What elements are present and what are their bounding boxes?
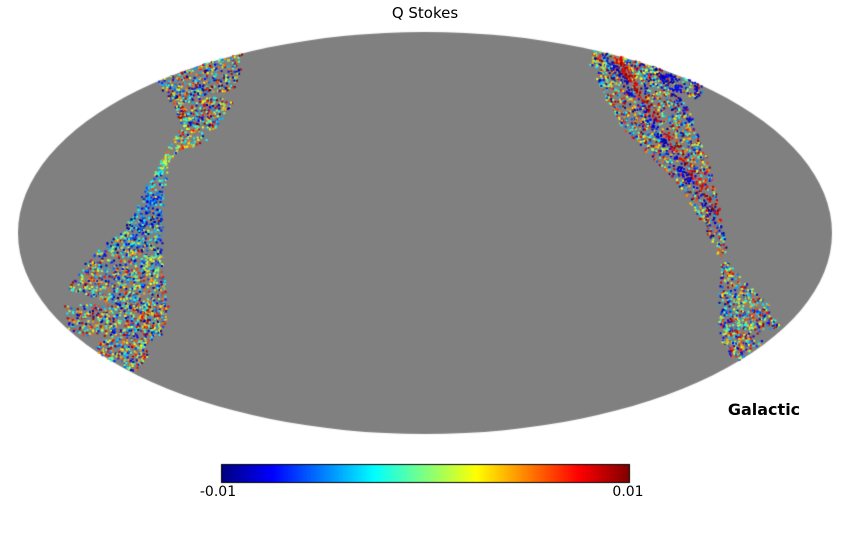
colorbar-max-label: 0.01 (612, 484, 644, 500)
colorbar-min-label: -0.01 (199, 484, 237, 500)
coordinate-frame-label: Galactic (727, 400, 801, 419)
figure-title: Q Stokes (391, 4, 459, 22)
